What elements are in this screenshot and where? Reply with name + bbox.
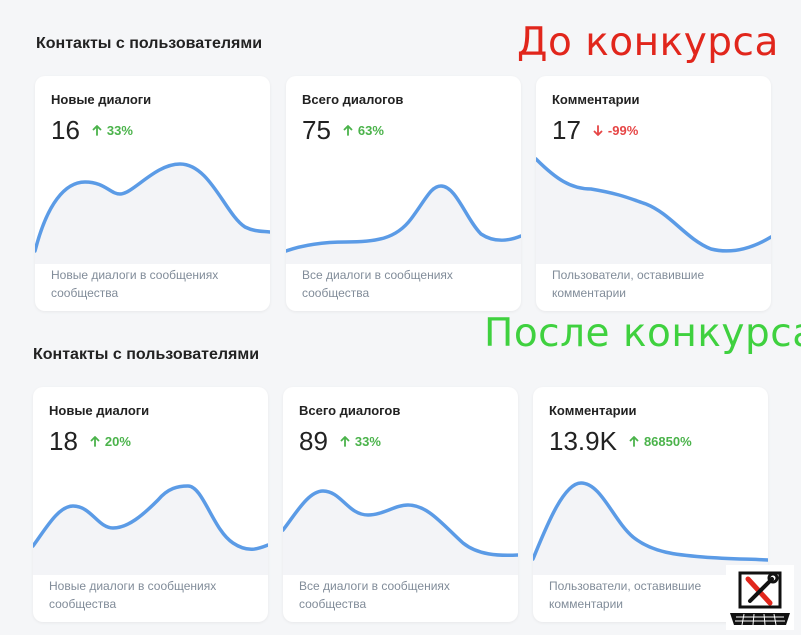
arrow-down-icon [593, 125, 603, 136]
sparkline-line [533, 481, 768, 562]
metric-row: 18 20% [49, 426, 131, 457]
delta: 86850% [629, 434, 692, 449]
delta-value: 33% [106, 123, 133, 138]
card-title: Новые диалоги [51, 92, 152, 107]
card-title: Комментарии [549, 403, 637, 418]
after-contest-label: После конкурса [484, 311, 801, 356]
arrow-up-icon [340, 436, 350, 447]
delta-value: 63% [357, 123, 384, 138]
metric-value: 17 [552, 115, 581, 145]
card-description: Все диалоги в сообщениях сообщества [302, 268, 453, 300]
sparkline-line [536, 157, 771, 253]
delta-value: 20% [104, 434, 131, 449]
card-new-dialogs[interactable]: Новые диалоги 18 20% Новые диалоги в соо… [33, 387, 268, 622]
metric-row: 16 33% [51, 115, 133, 146]
sparkline-area [536, 159, 771, 264]
metric-value: 16 [51, 115, 80, 145]
delta-value: -99% [607, 123, 639, 138]
card-comments[interactable]: Комментарии 17 -99% Пользователи, остави… [536, 76, 771, 311]
sparkline-chart [33, 484, 268, 575]
sparkline-chart [283, 489, 518, 575]
card-new-dialogs[interactable]: Новые диалоги 16 33% Новые диалоги в соо… [35, 76, 270, 311]
section-title: Контакты с пользователями [36, 35, 263, 52]
delta-value: 86850% [643, 434, 692, 449]
arrow-up-icon [343, 125, 353, 136]
sparkline-area [33, 486, 268, 575]
card-description: Новые диалоги в сообщениях сообщества [49, 579, 217, 611]
delta: 33% [340, 434, 381, 449]
sparkline-line [33, 484, 268, 551]
section-title: Контакты с пользователями [33, 346, 260, 363]
arrow-up-icon [629, 436, 639, 447]
sparkline-area [283, 491, 518, 575]
sparkline-area [533, 483, 768, 575]
laptop-tools-icon [726, 565, 794, 630]
card-description: Новые диалоги в сообщениях сообщества [51, 268, 219, 300]
sparkline-area [35, 164, 270, 264]
sparkline-line [286, 184, 521, 253]
card-description: Пользователи, оставившие комментарии [552, 268, 705, 300]
delta-value: 33% [354, 434, 381, 449]
sparkline-line [35, 162, 270, 253]
metric-row: 13.9K 86850% [549, 426, 692, 457]
card-description: Все диалоги в сообщениях сообщества [299, 579, 450, 611]
delta: -99% [593, 123, 638, 138]
card-description: Пользователи, оставившие комментарии [549, 579, 702, 611]
metric-value: 13.9K [549, 426, 617, 456]
card-total-dialogs[interactable]: Всего диалогов 75 63% Все диалоги в сооб… [286, 76, 521, 311]
sparkline-area [286, 186, 521, 264]
metric-row: 17 -99% [552, 115, 638, 146]
before-contest-label: До конкурса [517, 20, 779, 65]
sparkline-chart [286, 184, 521, 264]
delta: 20% [90, 434, 131, 449]
delta: 63% [343, 123, 384, 138]
card-title: Новые диалоги [49, 403, 150, 418]
card-title: Всего диалогов [302, 92, 404, 107]
card-title: Комментарии [552, 92, 640, 107]
sparkline-chart [35, 162, 270, 264]
after-contest-panel: Контакты с пользователями Новые диалоги … [0, 330, 801, 635]
metric-value: 18 [49, 426, 78, 456]
metric-row: 75 63% [302, 115, 384, 146]
sparkline-chart [533, 481, 768, 575]
metric-value: 89 [299, 426, 328, 456]
card-total-dialogs[interactable]: Всего диалогов 89 33% Все диалоги в сооб… [283, 387, 518, 622]
sparkline-chart [536, 157, 771, 264]
card-title: Всего диалогов [299, 403, 401, 418]
before-contest-panel: Контакты с пользователями Новые диалоги … [35, 35, 771, 311]
metric-value: 75 [302, 115, 331, 145]
arrow-up-icon [90, 436, 100, 447]
metric-row: 89 33% [299, 426, 381, 457]
delta: 33% [92, 123, 133, 138]
arrow-up-icon [92, 125, 102, 136]
sparkline-line [283, 489, 518, 558]
